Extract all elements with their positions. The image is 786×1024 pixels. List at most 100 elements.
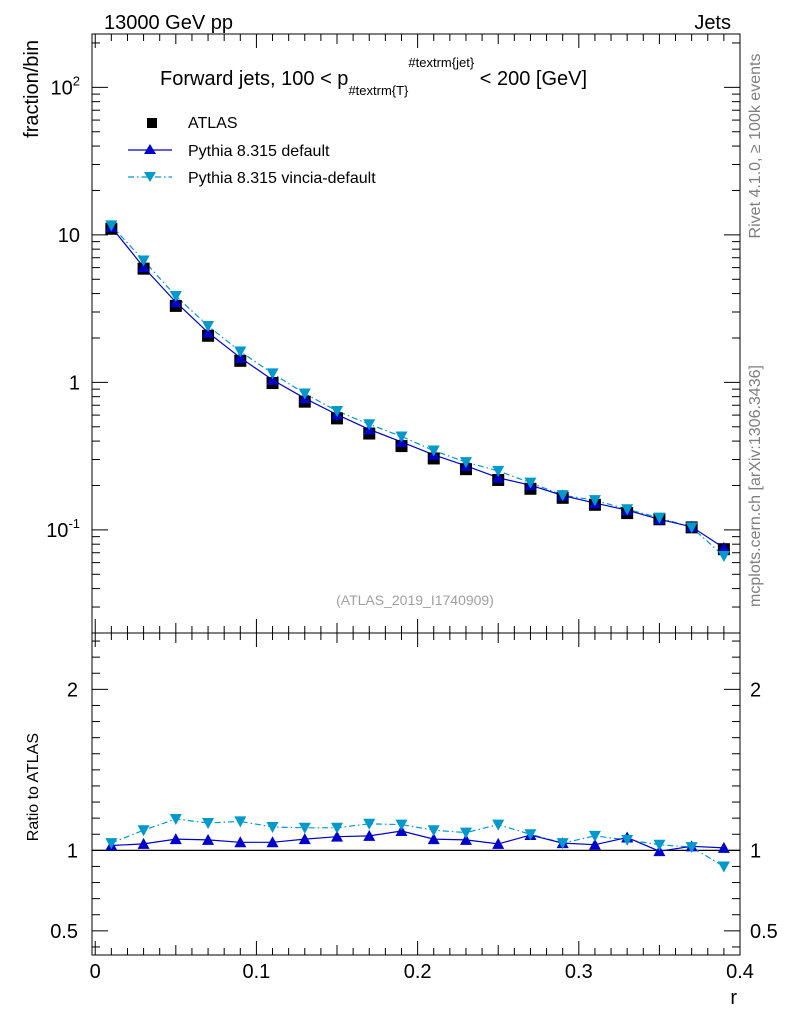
main-series-group	[105, 220, 730, 563]
analysis-watermark: (ATLAS_2019_I1740909)	[336, 592, 494, 608]
chart-title: Forward jets, 100 < p#textrm{T} #textrm{j…	[160, 55, 587, 98]
ratio-vincia-point	[717, 861, 730, 873]
vincia-point	[588, 495, 601, 507]
ratio-vincia-point	[621, 834, 634, 846]
xtick-label: 0	[90, 961, 101, 983]
ratio-ytick-label: 0.5	[50, 921, 78, 943]
ratio-default-point	[363, 829, 376, 841]
ratio-ytick-label-right: 1	[750, 840, 761, 862]
vincia-point	[524, 477, 537, 489]
main-ytick-label: 10	[58, 225, 80, 247]
xtick-label: 0.2	[404, 961, 432, 983]
vincia-point	[427, 445, 440, 457]
ratio-vincia-point	[331, 822, 344, 834]
chart-title-sup: #textrm{jet}	[408, 55, 474, 70]
ratio-axis-ticks: 0 0.1 0.2 0.3 0.4 0.5 0.5 1 1 2 2	[50, 633, 778, 983]
ratio-vincia-point	[653, 839, 666, 851]
legend-default-marker	[144, 144, 156, 154]
xtick-label: 0.1	[243, 961, 271, 983]
ratio-vincia-point	[363, 818, 376, 830]
ratio-default-point	[459, 833, 472, 845]
ratio-vincia-point	[524, 829, 537, 841]
xlabel: r	[730, 987, 737, 1009]
ratio-ytick-label: 1	[67, 840, 78, 862]
ratio-ytick-label: 2	[67, 679, 78, 701]
main-ytick-label: 102	[51, 73, 80, 99]
vincia-point	[685, 522, 698, 534]
header-collision-label: 13000 GeV pp	[104, 12, 233, 34]
legend-vincia-label: Pythia 8.315 vincia-default	[188, 170, 376, 187]
ratio-vincia-point	[202, 817, 215, 829]
xtick-label: 0.4	[726, 961, 754, 983]
main-ytick-label: 10-1	[46, 516, 80, 542]
main-ytick-label: 1	[69, 372, 80, 394]
vincia-point	[459, 457, 472, 469]
ratio-vincia-point	[459, 827, 472, 839]
ratio-default-point	[298, 833, 311, 845]
ratio-ytick-label-right: 2	[750, 679, 761, 701]
ratio-default-point	[331, 830, 344, 842]
ratio-line-default	[111, 830, 724, 852]
vincia-point	[169, 291, 182, 303]
vincia-point	[395, 431, 408, 443]
ratio-default-point	[588, 838, 601, 850]
legend-atlas-marker	[147, 118, 157, 128]
ratio-line-vincia	[111, 818, 725, 868]
vincia-point	[137, 255, 150, 267]
ratio-default-point	[202, 833, 215, 845]
ratio-default-point	[492, 837, 505, 849]
vincia-point	[621, 504, 634, 516]
series-line-default	[110, 226, 725, 549]
ratio-vincia-point	[685, 842, 698, 854]
ratio-default-point	[717, 841, 730, 853]
series-line-vincia	[110, 224, 725, 557]
chart-title-sub: #textrm{T}	[348, 83, 409, 98]
ratio-vincia-point	[266, 822, 279, 834]
ratio-vincia-point	[588, 830, 601, 842]
vincia-point	[717, 551, 730, 563]
legend-default-label: Pythia 8.315 default	[188, 143, 330, 160]
ratio-ylabel: Ratio to ATLAS	[25, 733, 42, 841]
ratio-vincia-point	[395, 819, 408, 831]
vincia-point	[234, 346, 247, 358]
vincia-point	[556, 490, 569, 502]
vincia-point	[298, 388, 311, 400]
ratio-vincia-point	[105, 838, 118, 850]
vincia-point	[492, 465, 505, 477]
ratio-vincia-point	[492, 819, 505, 831]
vincia-point	[363, 419, 376, 431]
default-point	[492, 471, 505, 483]
default-point	[717, 541, 730, 553]
chart-title-rest: < 200 [GeV]	[474, 68, 587, 90]
ratio-default-point	[266, 836, 279, 848]
ratio-series-group	[105, 813, 730, 873]
chart-title-main: Forward jets, 100 < p	[160, 68, 348, 90]
ratio-vincia-point	[169, 813, 182, 825]
ratio-ytick-label-right: 0.5	[750, 921, 778, 943]
ratio-default-point	[427, 833, 440, 845]
ratio-vincia-point	[427, 825, 440, 837]
xtick-label: 0.3	[565, 961, 593, 983]
ratio-vincia-point	[556, 838, 569, 850]
vincia-point	[266, 368, 279, 380]
ratio-default-point	[234, 836, 247, 848]
vincia-point	[105, 220, 118, 232]
ratio-vincia-point	[234, 816, 247, 828]
legend-atlas-label: ATLAS	[188, 115, 238, 132]
ratio-vincia-point	[137, 825, 150, 837]
legend-vincia-marker	[144, 172, 156, 182]
rivet-version-label: Rivet 4.1.0, ≥ 100k events	[747, 54, 764, 239]
legend: ATLAS Pythia 8.315 default Pythia 8.315 …	[128, 115, 376, 187]
main-ylabel: fraction/bin	[21, 40, 43, 138]
ratio-vincia-point	[298, 822, 311, 834]
vincia-point	[202, 321, 215, 333]
ratio-default-point	[169, 833, 182, 845]
vincia-point	[653, 512, 666, 524]
ratio-panel-frame	[91, 632, 741, 956]
vincia-point	[331, 405, 344, 417]
header-process-label: Jets	[694, 12, 731, 34]
main-axis-ticks: 10-1 1 10 102	[46, 34, 741, 634]
mcplots-label: mcplots.cern.ch [arXiv:1306.3436]	[747, 365, 764, 607]
ratio-default-point	[137, 837, 150, 849]
